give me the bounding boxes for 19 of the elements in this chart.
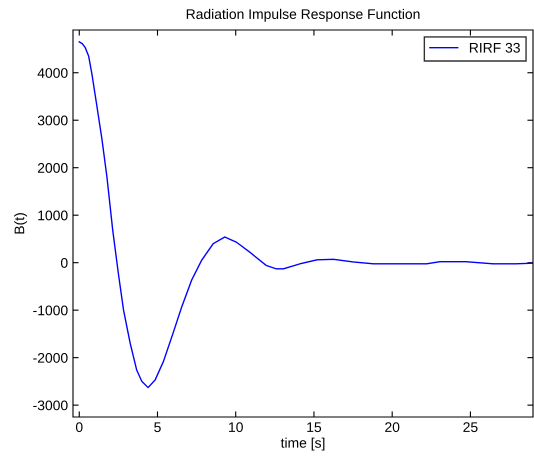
y-tick-label: 3000 bbox=[38, 116, 68, 126]
chart-title: Radiation Impulse Response Function bbox=[186, 8, 420, 22]
x-tick-label: 20 bbox=[385, 422, 400, 432]
x-tick-label: 10 bbox=[229, 422, 243, 432]
y-axis-title: B(t) bbox=[14, 213, 28, 234]
y-tick-label: -3000 bbox=[33, 400, 68, 410]
line-series bbox=[78, 41, 533, 388]
y-tick-label: 1000 bbox=[38, 210, 68, 220]
y-tick-label: 2000 bbox=[38, 163, 68, 173]
y-tick-label: -2000 bbox=[33, 352, 68, 363]
x-tick-label: 5 bbox=[154, 422, 161, 432]
legend-label: RIRF 33 bbox=[470, 42, 520, 53]
x-tick-label: 15 bbox=[307, 422, 322, 432]
x-tick-label: 25 bbox=[463, 422, 478, 432]
y-tick-label: -1000 bbox=[33, 305, 68, 316]
y-tick-label: 4000 bbox=[38, 68, 68, 78]
y-tick-label: 0 bbox=[60, 258, 68, 268]
x-tick-label: 0 bbox=[76, 422, 83, 432]
x-axis-title: time [s] bbox=[280, 438, 324, 451]
